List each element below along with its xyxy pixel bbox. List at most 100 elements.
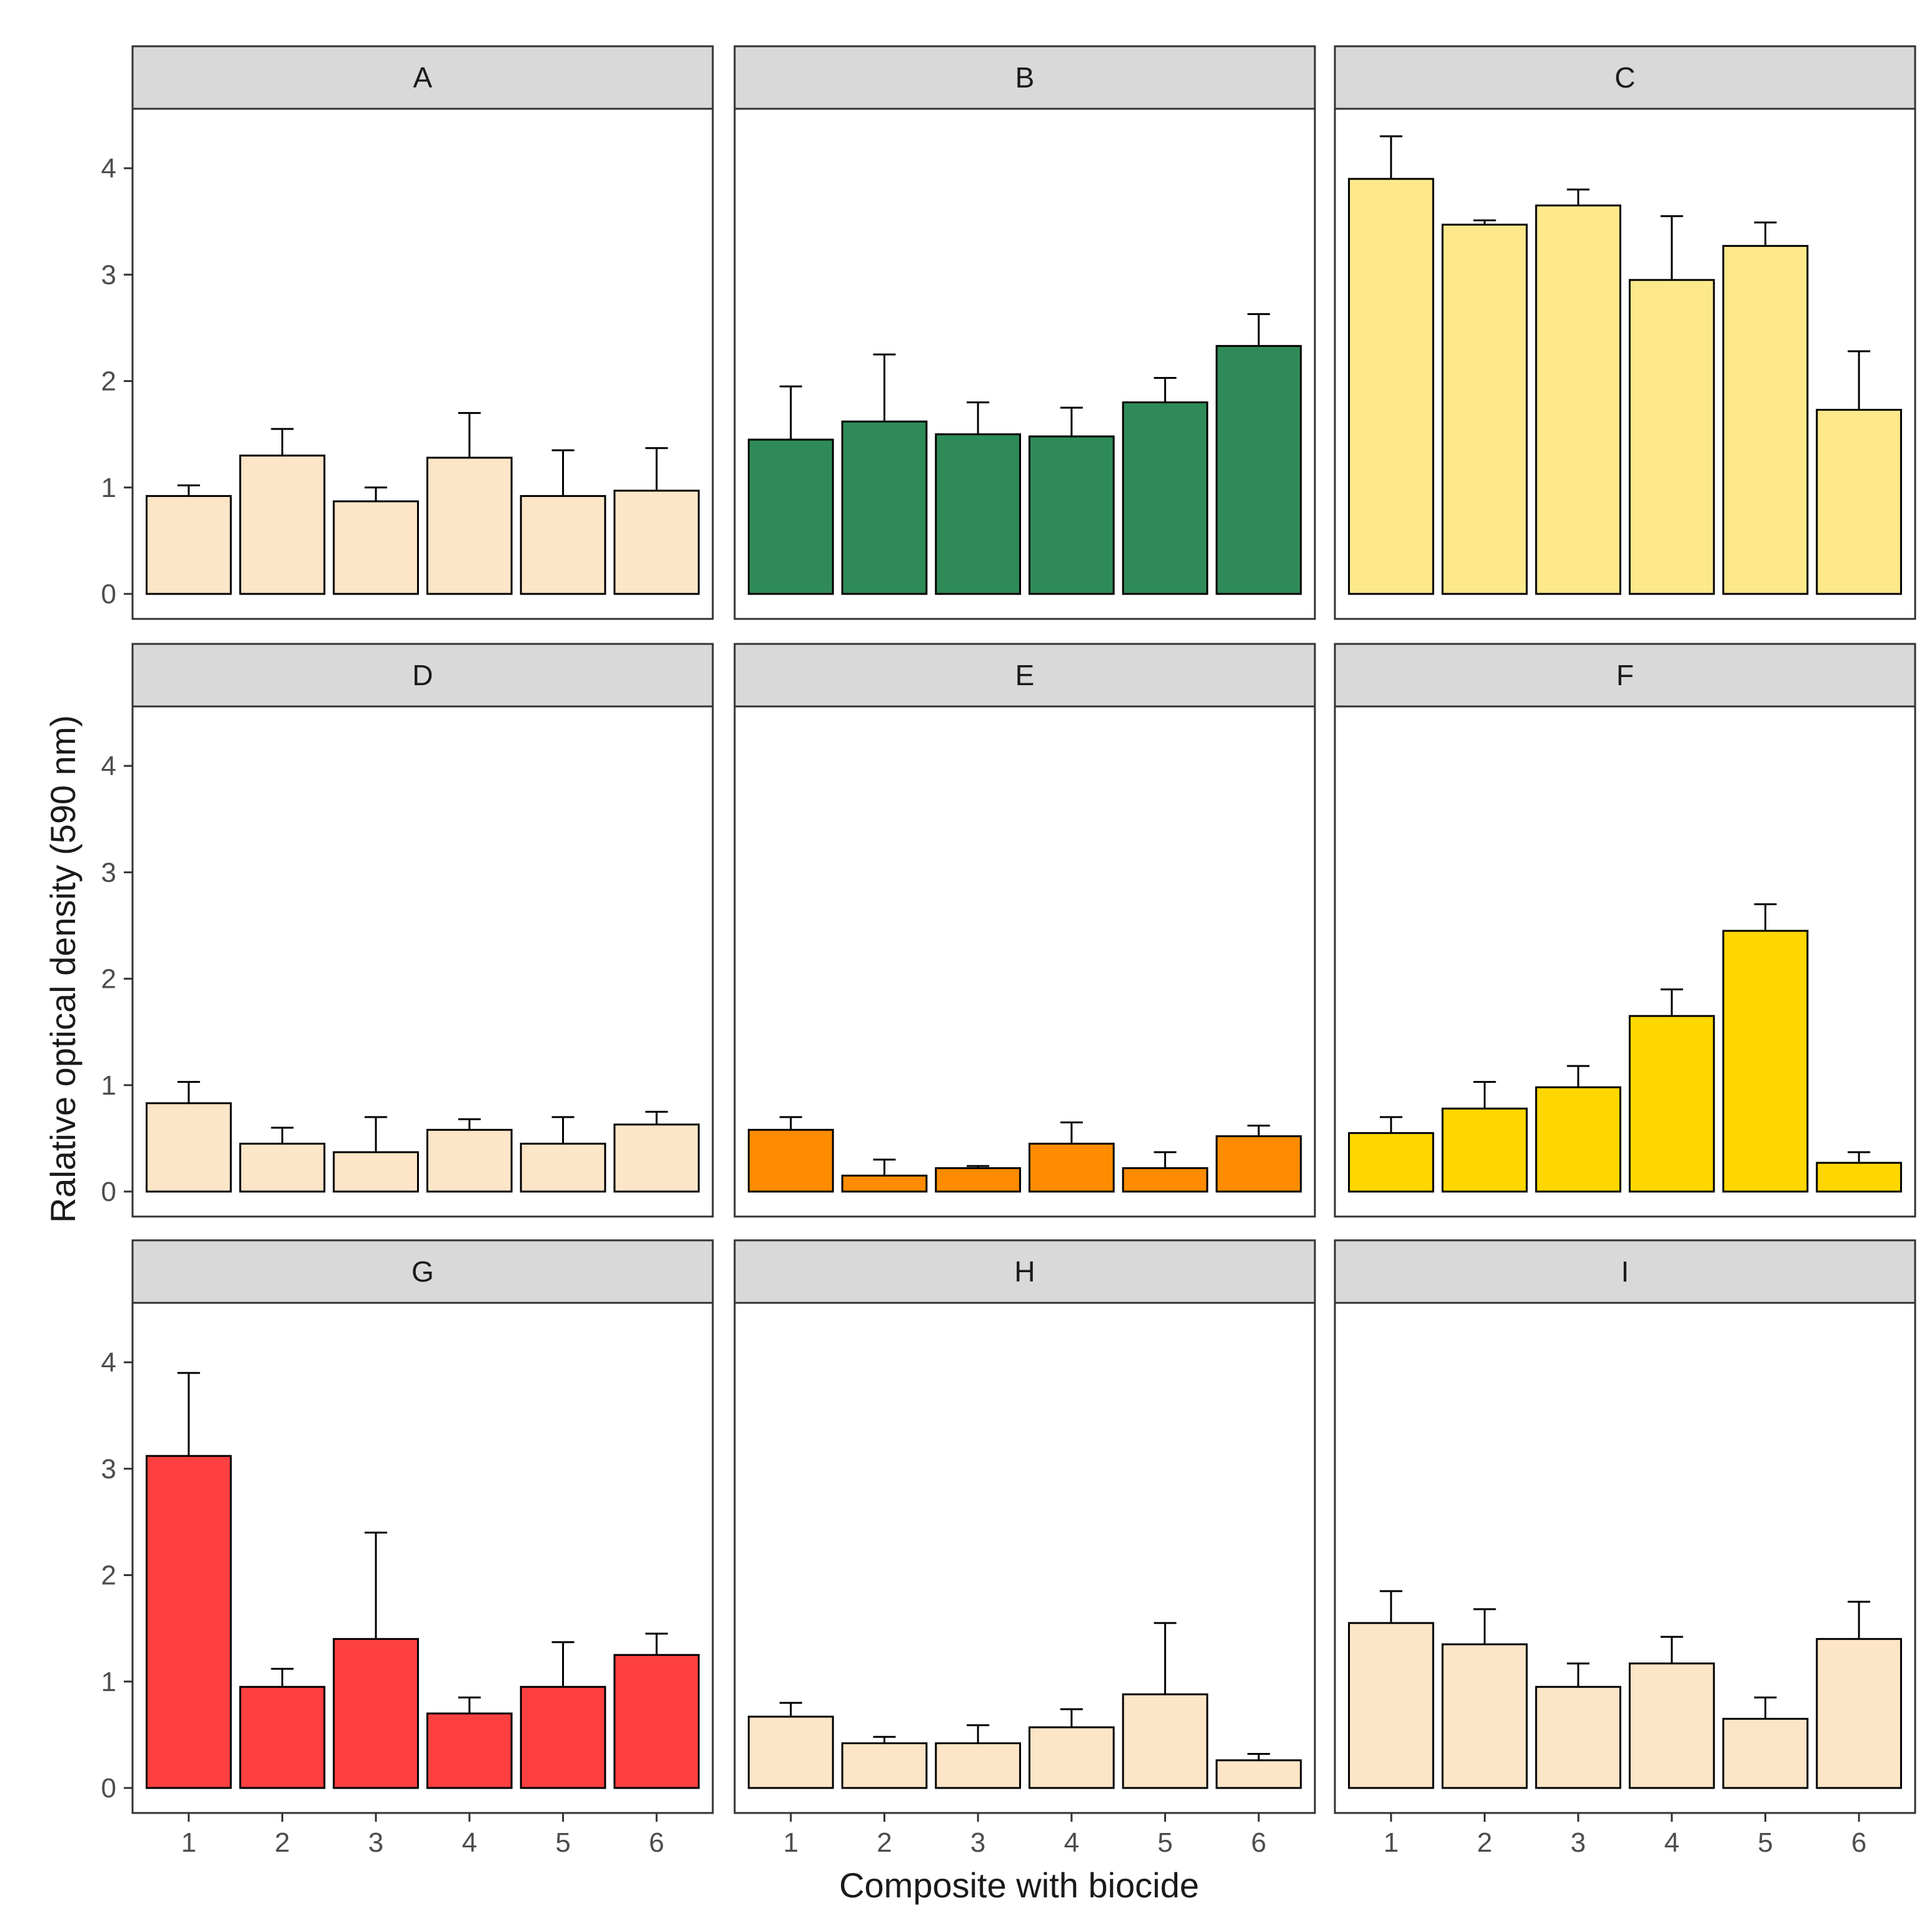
- y-tick-label-G-0: 0: [101, 1773, 116, 1804]
- y-tick-label-D-2: 2: [101, 964, 116, 995]
- x-axis-title: Composite with biocide: [839, 1865, 1199, 1905]
- panel-D: D 0 1 2 3 4: [101, 643, 714, 1218]
- bar-D-6: [613, 1123, 700, 1193]
- x-tick-label-G-6: 6: [649, 1827, 664, 1858]
- bar-B-3: [935, 433, 1022, 595]
- bar-B-6: [1215, 344, 1302, 595]
- panel-F: F: [1334, 643, 1916, 1218]
- bar-H-1: [747, 1715, 834, 1789]
- bar-C-4: [1628, 279, 1715, 595]
- bar-H-2: [841, 1742, 928, 1789]
- x-tick-label-G-2: 2: [274, 1827, 289, 1858]
- bar-I-3: [1535, 1685, 1622, 1789]
- y-tick-label-D-1: 1: [101, 1070, 116, 1101]
- strip-label-F: F: [1616, 659, 1634, 691]
- bar-H-4: [1028, 1726, 1115, 1789]
- bar-F-1: [1347, 1132, 1434, 1193]
- y-tick-label-A-2: 2: [101, 366, 116, 397]
- panel-C: C: [1334, 45, 1916, 620]
- x-tick-label-I-1: 1: [1384, 1827, 1399, 1858]
- x-tick-label-H-6: 6: [1251, 1827, 1266, 1858]
- y-tick-label-D-4: 4: [101, 751, 116, 781]
- bar-I-4: [1628, 1662, 1715, 1789]
- bar-D-1: [145, 1102, 232, 1193]
- bar-B-5: [1122, 401, 1209, 595]
- bar-C-3: [1535, 204, 1622, 595]
- bar-A-3: [333, 500, 420, 595]
- panel-A: A 0 1 2 3 4: [101, 45, 714, 620]
- x-tick-label-H-5: 5: [1157, 1827, 1172, 1858]
- strip-label-G: G: [411, 1255, 434, 1288]
- strip-F: [1334, 643, 1916, 708]
- x-tick-label-I-3: 3: [1571, 1827, 1586, 1858]
- strip-label-I: I: [1621, 1255, 1629, 1288]
- strip-D: [131, 643, 714, 708]
- bar-A-2: [239, 454, 326, 595]
- y-tick-label-G-3: 3: [101, 1454, 116, 1484]
- panel-E: E: [733, 643, 1316, 1218]
- bar-A-4: [426, 456, 513, 595]
- y-tick-label-D-3: 3: [101, 857, 116, 888]
- bar-G-3: [333, 1638, 420, 1789]
- panel-I: I 1 2 3 4 5 6: [1334, 1239, 1916, 1858]
- bar-E-6: [1215, 1135, 1302, 1193]
- bar-I-6: [1816, 1638, 1903, 1789]
- bar-F-2: [1441, 1107, 1528, 1193]
- bar-D-4: [426, 1128, 513, 1193]
- x-tick-label-I-6: 6: [1851, 1827, 1866, 1858]
- bar-E-4: [1028, 1142, 1115, 1193]
- strip-E: [733, 643, 1316, 708]
- x-tick-label-I-5: 5: [1758, 1827, 1773, 1858]
- strip-H: [733, 1239, 1316, 1304]
- bar-I-5: [1722, 1717, 1809, 1789]
- bar-I-2: [1441, 1643, 1528, 1789]
- bar-G-6: [613, 1654, 700, 1789]
- y-tick-label-A-0: 0: [101, 579, 116, 610]
- bar-F-6: [1816, 1162, 1903, 1193]
- strip-B: [733, 45, 1316, 110]
- panel-B: B: [733, 45, 1316, 620]
- y-axis-title: Ralative optical density (590 nm): [43, 715, 83, 1223]
- bar-I-1: [1347, 1622, 1434, 1789]
- bar-F-3: [1535, 1086, 1622, 1193]
- bar-G-4: [426, 1712, 513, 1789]
- strip-A: [131, 45, 714, 110]
- bar-H-6: [1215, 1759, 1302, 1789]
- bar-E-5: [1122, 1167, 1209, 1193]
- bar-B-1: [747, 438, 834, 595]
- y-tick-label-G-2: 2: [101, 1560, 116, 1591]
- bar-F-5: [1722, 930, 1809, 1193]
- bar-F-4: [1628, 1015, 1715, 1193]
- bar-H-3: [935, 1742, 1022, 1789]
- x-tick-label-I-2: 2: [1477, 1827, 1492, 1858]
- x-tick-label-I-4: 4: [1664, 1827, 1679, 1858]
- y-tick-label-G-1: 1: [101, 1667, 116, 1697]
- y-tick-label-G-4: 4: [101, 1347, 116, 1378]
- panel-H: H 1 2 3 4 5 6: [733, 1239, 1316, 1858]
- bar-G-2: [239, 1685, 326, 1789]
- strip-label-D: D: [412, 659, 433, 691]
- strip-label-H: H: [1014, 1255, 1035, 1288]
- bar-D-2: [239, 1142, 326, 1193]
- x-tick-label-G-5: 5: [555, 1827, 570, 1858]
- bar-A-5: [520, 495, 606, 595]
- bar-B-4: [1028, 435, 1115, 595]
- bar-E-3: [935, 1167, 1022, 1193]
- y-tick-label-A-4: 4: [101, 153, 116, 184]
- x-tick-label-G-1: 1: [181, 1827, 196, 1858]
- bar-C-2: [1441, 223, 1528, 595]
- x-tick-label-G-3: 3: [368, 1827, 383, 1858]
- bar-D-5: [520, 1142, 606, 1193]
- plot-area-F: [1334, 705, 1916, 1218]
- y-tick-label-A-1: 1: [101, 473, 116, 503]
- strip-G: [131, 1239, 714, 1304]
- bar-C-1: [1347, 178, 1434, 595]
- strip-label-E: E: [1015, 659, 1035, 691]
- bar-C-5: [1722, 244, 1809, 595]
- bar-B-2: [841, 420, 928, 595]
- bar-D-3: [333, 1151, 420, 1193]
- strip-label-A: A: [413, 61, 433, 94]
- bar-C-6: [1816, 409, 1903, 595]
- x-tick-label-H-4: 4: [1064, 1827, 1079, 1858]
- bar-H-5: [1122, 1693, 1209, 1789]
